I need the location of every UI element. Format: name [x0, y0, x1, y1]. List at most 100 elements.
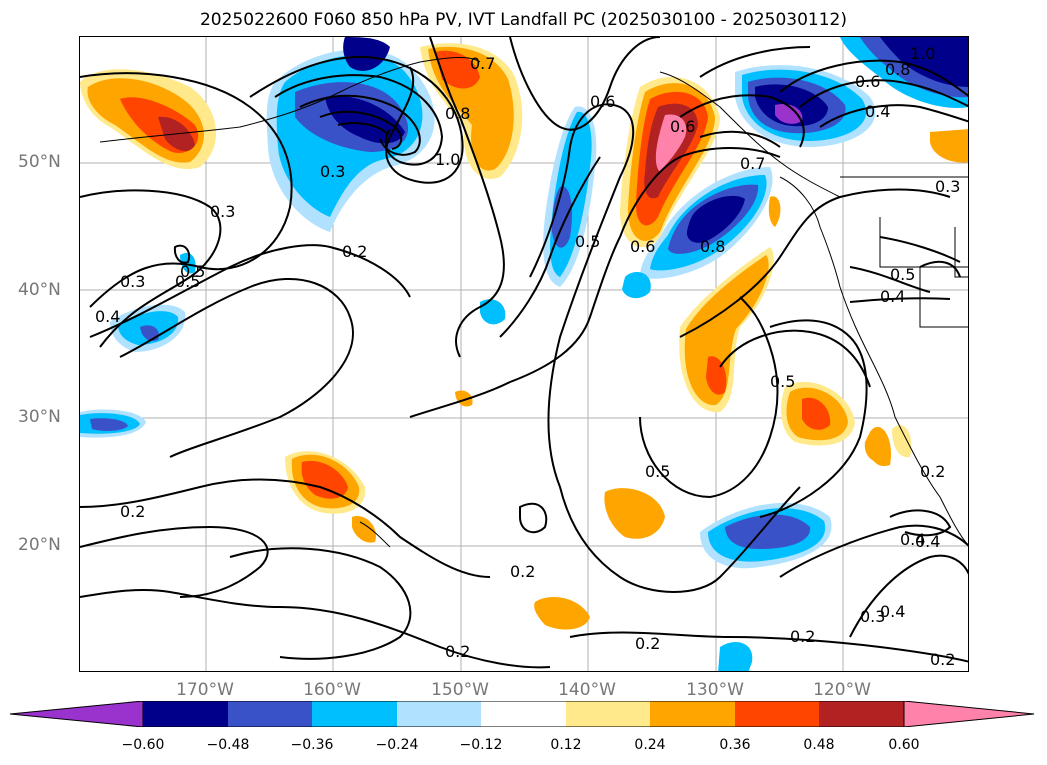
- cold-patch: [550, 111, 592, 277]
- lon-label-170w: 170°W: [176, 680, 234, 700]
- contour-label: 0.4: [880, 602, 905, 621]
- contour-label: 0.3: [210, 202, 235, 221]
- lat-label-30n: 30°N: [18, 407, 61, 427]
- lon-label-130w: 130°W: [686, 680, 744, 700]
- colorbar-bin: [566, 701, 650, 727]
- contour-label: 0.2: [120, 502, 145, 521]
- contour-label: 0.6: [670, 117, 695, 136]
- contour-label: 0.3: [935, 177, 960, 196]
- warm-patch: [301, 460, 348, 499]
- colorbar-bin: [143, 701, 228, 727]
- map-panel: 0.3 0.3 0.5 0.4 0.2 0.3 1.0 0.8 0.7 0.6 …: [79, 36, 969, 672]
- contour-label: 1.0: [910, 44, 935, 63]
- contour-label: 0.2: [342, 242, 367, 261]
- warm-patch: [802, 397, 831, 430]
- contour-label: 0.5: [770, 372, 795, 391]
- contour-label: 0.2: [790, 627, 815, 646]
- warm-patch: [534, 597, 590, 630]
- colorbar-bin: [735, 701, 819, 727]
- warm-patch: [352, 516, 376, 543]
- contour-label: 0.6: [630, 237, 655, 256]
- cold-patch: [755, 84, 828, 127]
- cold-patch: [552, 186, 572, 248]
- contour-label: 0.3: [120, 272, 145, 291]
- contour-label: 0.3: [860, 607, 885, 626]
- contour-label: 0.5: [645, 462, 670, 481]
- contour-label: 0.6: [590, 92, 615, 111]
- warm-patch: [930, 129, 968, 163]
- contour-label: 0.2: [930, 650, 955, 669]
- cold-patch: [343, 37, 390, 71]
- cold-patch: [725, 514, 811, 549]
- colorbar: [10, 701, 1035, 727]
- colorbar-tick: −0.36: [290, 737, 334, 753]
- warm-patch: [768, 196, 781, 227]
- lat-label-40n: 40°N: [18, 280, 61, 300]
- cold-patch: [775, 103, 803, 124]
- lon-label-140w: 140°W: [558, 680, 616, 700]
- contour-label: 0.5: [175, 272, 200, 291]
- warm-patch: [655, 114, 687, 172]
- warm-patch: [869, 426, 891, 467]
- warm-patch: [435, 50, 480, 89]
- coastlines: [99, 57, 968, 548]
- contour-label: 0.7: [740, 154, 765, 173]
- lat-label-20n: 20°N: [18, 535, 61, 555]
- contour-label: 0.2: [635, 634, 660, 653]
- contour-label: 0.2: [510, 562, 535, 581]
- lon-label-160w: 160°W: [303, 680, 361, 700]
- contour-label: 0.8: [445, 104, 470, 123]
- warm-patch: [892, 425, 912, 458]
- pv-contours: [80, 37, 968, 669]
- colorbar-tick: −0.48: [206, 737, 250, 753]
- colorbar-tick: 0.24: [634, 737, 666, 753]
- cold-patch: [686, 195, 745, 243]
- contour-label: 0.8: [700, 237, 725, 256]
- contour-label: 0.8: [885, 60, 910, 79]
- contour-label: 0.2: [445, 642, 470, 661]
- contour-label: 0.4: [865, 102, 890, 121]
- colorbar-tick: 0.12: [550, 737, 582, 753]
- contour-label: 0.7: [470, 54, 495, 73]
- colorbar-min-arrow: [10, 701, 144, 727]
- colorbar-tick: 0.60: [888, 737, 920, 753]
- colorbar-tick: −0.60: [121, 737, 165, 753]
- contour-label: 0.6: [855, 72, 880, 91]
- cold-patch: [90, 418, 128, 431]
- lat-label-50n: 50°N: [18, 152, 61, 172]
- colorbar-tick: −0.12: [459, 737, 503, 753]
- lon-label-120w: 120°W: [813, 680, 871, 700]
- contour-label: 0.5: [575, 232, 600, 251]
- map-title: 2025022600 F060 850 hPa PV, IVT Landfall…: [199, 10, 847, 30]
- contour-labels: 0.3 0.3 0.5 0.4 0.2 0.3 1.0 0.8 0.7 0.6 …: [95, 44, 960, 669]
- colorbar-tick: −0.24: [375, 737, 419, 753]
- cold-patch: [480, 299, 506, 325]
- colorbar-bin: [312, 701, 397, 727]
- colorbar-tick: 0.36: [719, 737, 751, 753]
- colorbar-bin: [481, 701, 566, 727]
- contour-label: 1.0: [435, 150, 460, 169]
- contour-label: 0.5: [890, 265, 915, 284]
- warm-patch: [684, 255, 769, 406]
- warm-patch: [604, 488, 665, 539]
- contour-label: 0.4: [900, 530, 925, 549]
- cold-patch: [718, 642, 753, 671]
- colorbar-bin: [650, 701, 735, 727]
- contour-label: 0.4: [95, 307, 120, 326]
- contour-label: 0.4: [915, 532, 940, 551]
- contour-label: 0.3: [320, 162, 345, 181]
- colorbar-max-arrow: [903, 701, 1035, 727]
- map-canvas: 0.3 0.3 0.5 0.4 0.2 0.3 1.0 0.8 0.7 0.6 …: [80, 37, 968, 671]
- cold-patch: [180, 252, 196, 274]
- lon-label-150w: 150°W: [431, 680, 489, 700]
- cold-patch: [622, 272, 651, 299]
- colorbar-bin: [397, 701, 481, 727]
- contour-label: 0.2: [920, 462, 945, 481]
- colorbar-bin: [819, 701, 904, 727]
- cold-patch: [880, 37, 968, 87]
- colorbar-tick: 0.48: [803, 737, 835, 753]
- colorbar-bin: [228, 701, 312, 727]
- colorbar-outline: [142, 701, 905, 727]
- contour-label: 0.5: [180, 262, 205, 281]
- contour-label: 0.4: [880, 287, 905, 306]
